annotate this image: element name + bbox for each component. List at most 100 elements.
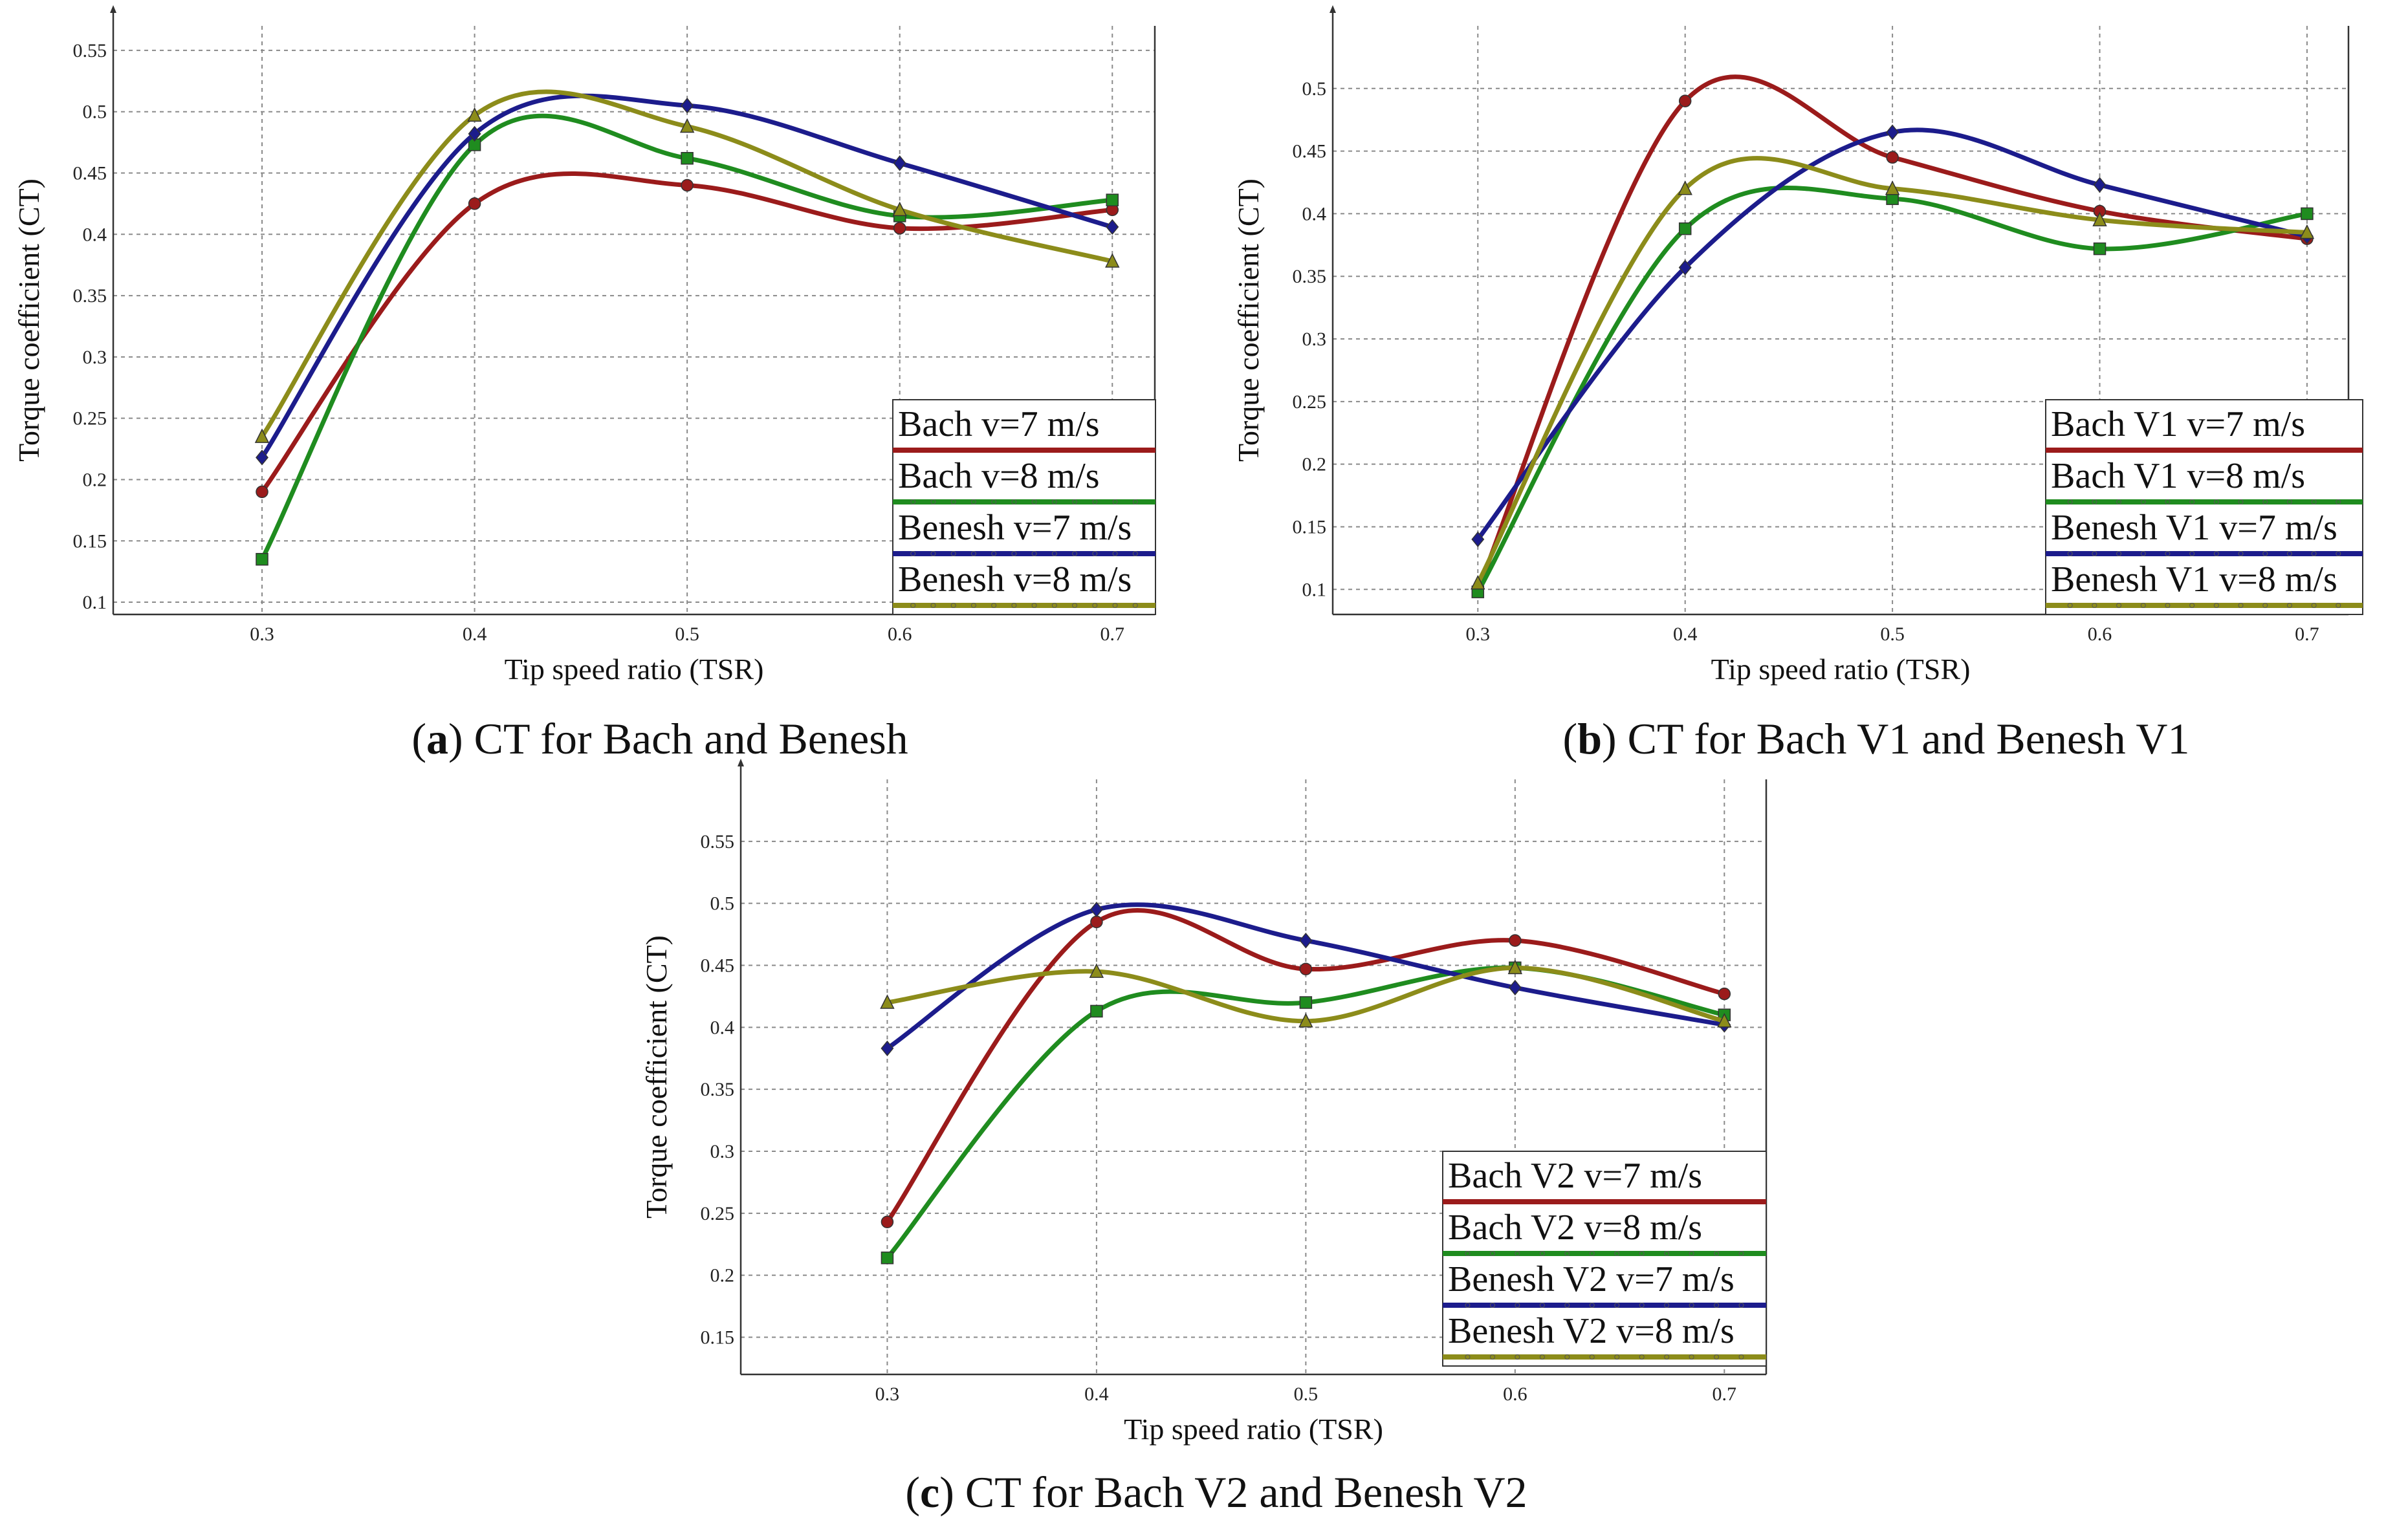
- data-point-square-marker: [1678, 222, 1692, 235]
- caption-text: CT for Bach V1 and Benesh V1: [1628, 714, 2190, 763]
- legend-swatch-dot: [991, 499, 997, 504]
- x-tick-label: 0.5: [1880, 624, 1905, 645]
- legend: Bach V1 v=7 m/s Bach V1 v=8 m/s Benesh V1 …: [2045, 399, 2363, 615]
- legend-swatch-dot: [991, 551, 997, 556]
- legend-swatch-dot: [2116, 603, 2122, 608]
- legend-swatch-dot: [950, 603, 956, 608]
- legend-swatch-dot: [1564, 1354, 1570, 1360]
- data-point-diamond-marker: [468, 125, 481, 142]
- legend-swatch-dot: [1465, 1251, 1471, 1256]
- legend-swatch-dot: [1589, 1354, 1595, 1360]
- series-line-2: [1475, 185, 2310, 594]
- x-tick-label: 0.6: [1503, 1383, 1527, 1405]
- y-tick-label: 0.3: [83, 347, 107, 368]
- legend-swatch-dot: [2067, 499, 2073, 504]
- legend-swatch-dot: [1589, 1303, 1595, 1308]
- legend-swatch-dot: [2336, 499, 2341, 504]
- legend-swatch-dot: [2262, 551, 2268, 556]
- data-point-square-marker: [681, 152, 694, 165]
- x-tick-label: 0.3: [1466, 624, 1491, 645]
- legend-box: [1442, 1151, 1767, 1367]
- legend-swatch-dot: [1515, 1354, 1520, 1360]
- legend-swatch-dot: [2116, 499, 2122, 504]
- legend-swatch-dot: [1714, 1303, 1720, 1308]
- legend-swatch-dot: [1092, 551, 1098, 556]
- legend-swatch-dot: [1112, 603, 1118, 608]
- legend-swatch-dot: [2336, 551, 2341, 556]
- caption-paren-open: (: [905, 1468, 920, 1517]
- legend-swatch-dot: [1489, 1303, 1495, 1308]
- series-line-4: [1475, 156, 2310, 586]
- data-point-square-marker: [1090, 1004, 1103, 1018]
- data-point-diamond-marker: [681, 98, 694, 114]
- legend-swatch-dot: [1738, 1303, 1744, 1308]
- y-axis-arrow-icon: [1330, 5, 1336, 13]
- legend-swatch-dot: [2189, 499, 2195, 504]
- y-tick-label: 0.25: [1293, 391, 1327, 413]
- y-tick-label: 0.15: [1293, 516, 1327, 537]
- legend-swatch-dot: [2262, 499, 2268, 504]
- x-tick-label: 0.6: [2088, 624, 2112, 645]
- y-axis-arrow-icon: [738, 759, 744, 766]
- legend-swatch-dot: [1072, 551, 1078, 556]
- legend-box: [2045, 399, 2363, 615]
- data-point-square-marker: [1299, 996, 1313, 1009]
- legend-swatch-dot: [2140, 499, 2146, 504]
- y-axis-label: Torque coefficient (CT): [640, 935, 673, 1219]
- data-point-square-marker: [256, 552, 268, 566]
- legend-swatch-dot: [1112, 551, 1118, 556]
- data-point-triangle-marker: [1105, 253, 1120, 268]
- data-point-diamond-marker: [1678, 259, 1692, 276]
- legend-swatch-dot: [2116, 551, 2122, 556]
- y-tick-label: 0.1: [1302, 579, 1327, 600]
- data-point-diamond-marker: [1089, 902, 1103, 918]
- y-tick-label: 0.2: [710, 1265, 735, 1286]
- legend-swatch-dot: [1539, 1303, 1545, 1308]
- caption-paren-close: ): [939, 1468, 965, 1517]
- legend-swatch-dot: [2238, 551, 2244, 556]
- x-tick-label: 0.3: [250, 624, 274, 645]
- legend-swatch-dot: [2262, 603, 2268, 608]
- legend-swatch-dot: [970, 603, 976, 608]
- legend-swatch-dot: [1132, 603, 1138, 608]
- data-point-circle-marker: [881, 1215, 894, 1228]
- figure-caption: (b) CT for Bach V1 and Benesh V1: [1563, 714, 2190, 763]
- data-point-diamond-marker: [256, 450, 268, 466]
- legend-swatch-dot: [930, 603, 936, 608]
- legend-swatch-dot: [1031, 499, 1037, 504]
- legend-swatch-dot: [2092, 551, 2097, 556]
- data-point-square-marker: [2093, 242, 2107, 255]
- data-point-circle-marker: [1886, 151, 1899, 164]
- legend-swatch-dot: [991, 603, 997, 608]
- data-point-triangle-marker: [1298, 1013, 1313, 1028]
- data-point-triangle-marker: [1471, 574, 1485, 590]
- data-point-circle-marker: [893, 222, 906, 235]
- data-point-circle-marker: [256, 485, 268, 499]
- caption-letter: c: [920, 1468, 939, 1517]
- data-point-square-marker: [2301, 207, 2314, 221]
- y-tick-label: 0.2: [1302, 454, 1327, 475]
- legend-entry-label: Bach v=7 m/s: [898, 404, 1100, 444]
- legend-swatch-dot: [2286, 499, 2292, 504]
- legend-swatch-dot: [970, 499, 976, 504]
- legend-entry-label: Benesh v=7 m/s: [898, 508, 1132, 548]
- y-tick-label: 0.45: [73, 163, 107, 184]
- legend-swatch-dot: [1051, 603, 1057, 608]
- y-tick-label: 0.1: [83, 592, 107, 613]
- figure-caption: (c) CT for Bach V2 and Benesh V2: [905, 1468, 1527, 1517]
- legend: Bach v=7 m/s Bach v=8 m/s Benesh v=7 m/s Be…: [892, 399, 1156, 615]
- legend-entry-label: Bach V2 v=8 m/s: [1448, 1208, 1702, 1248]
- legend-swatch-dot: [1092, 499, 1098, 504]
- y-tick-label: 0.4: [83, 224, 107, 245]
- x-tick-label: 0.4: [1673, 624, 1698, 645]
- legend-swatch-dot: [2286, 551, 2292, 556]
- legend-swatch-dot: [2238, 499, 2244, 504]
- x-tick-label: 0.5: [675, 624, 699, 645]
- legend-swatch-dot: [2165, 499, 2171, 504]
- legend-entry-label: Bach V1 v=7 m/s: [2051, 404, 2305, 444]
- x-axis-label: Tip speed ratio (TSR): [1711, 653, 1971, 686]
- chart-panels: 0.10.150.20.250.30.350.40.450.50.550.3 0.…: [12, 5, 2363, 1517]
- data-point-square-marker: [1106, 193, 1119, 206]
- legend-swatch-dot: [1714, 1354, 1720, 1360]
